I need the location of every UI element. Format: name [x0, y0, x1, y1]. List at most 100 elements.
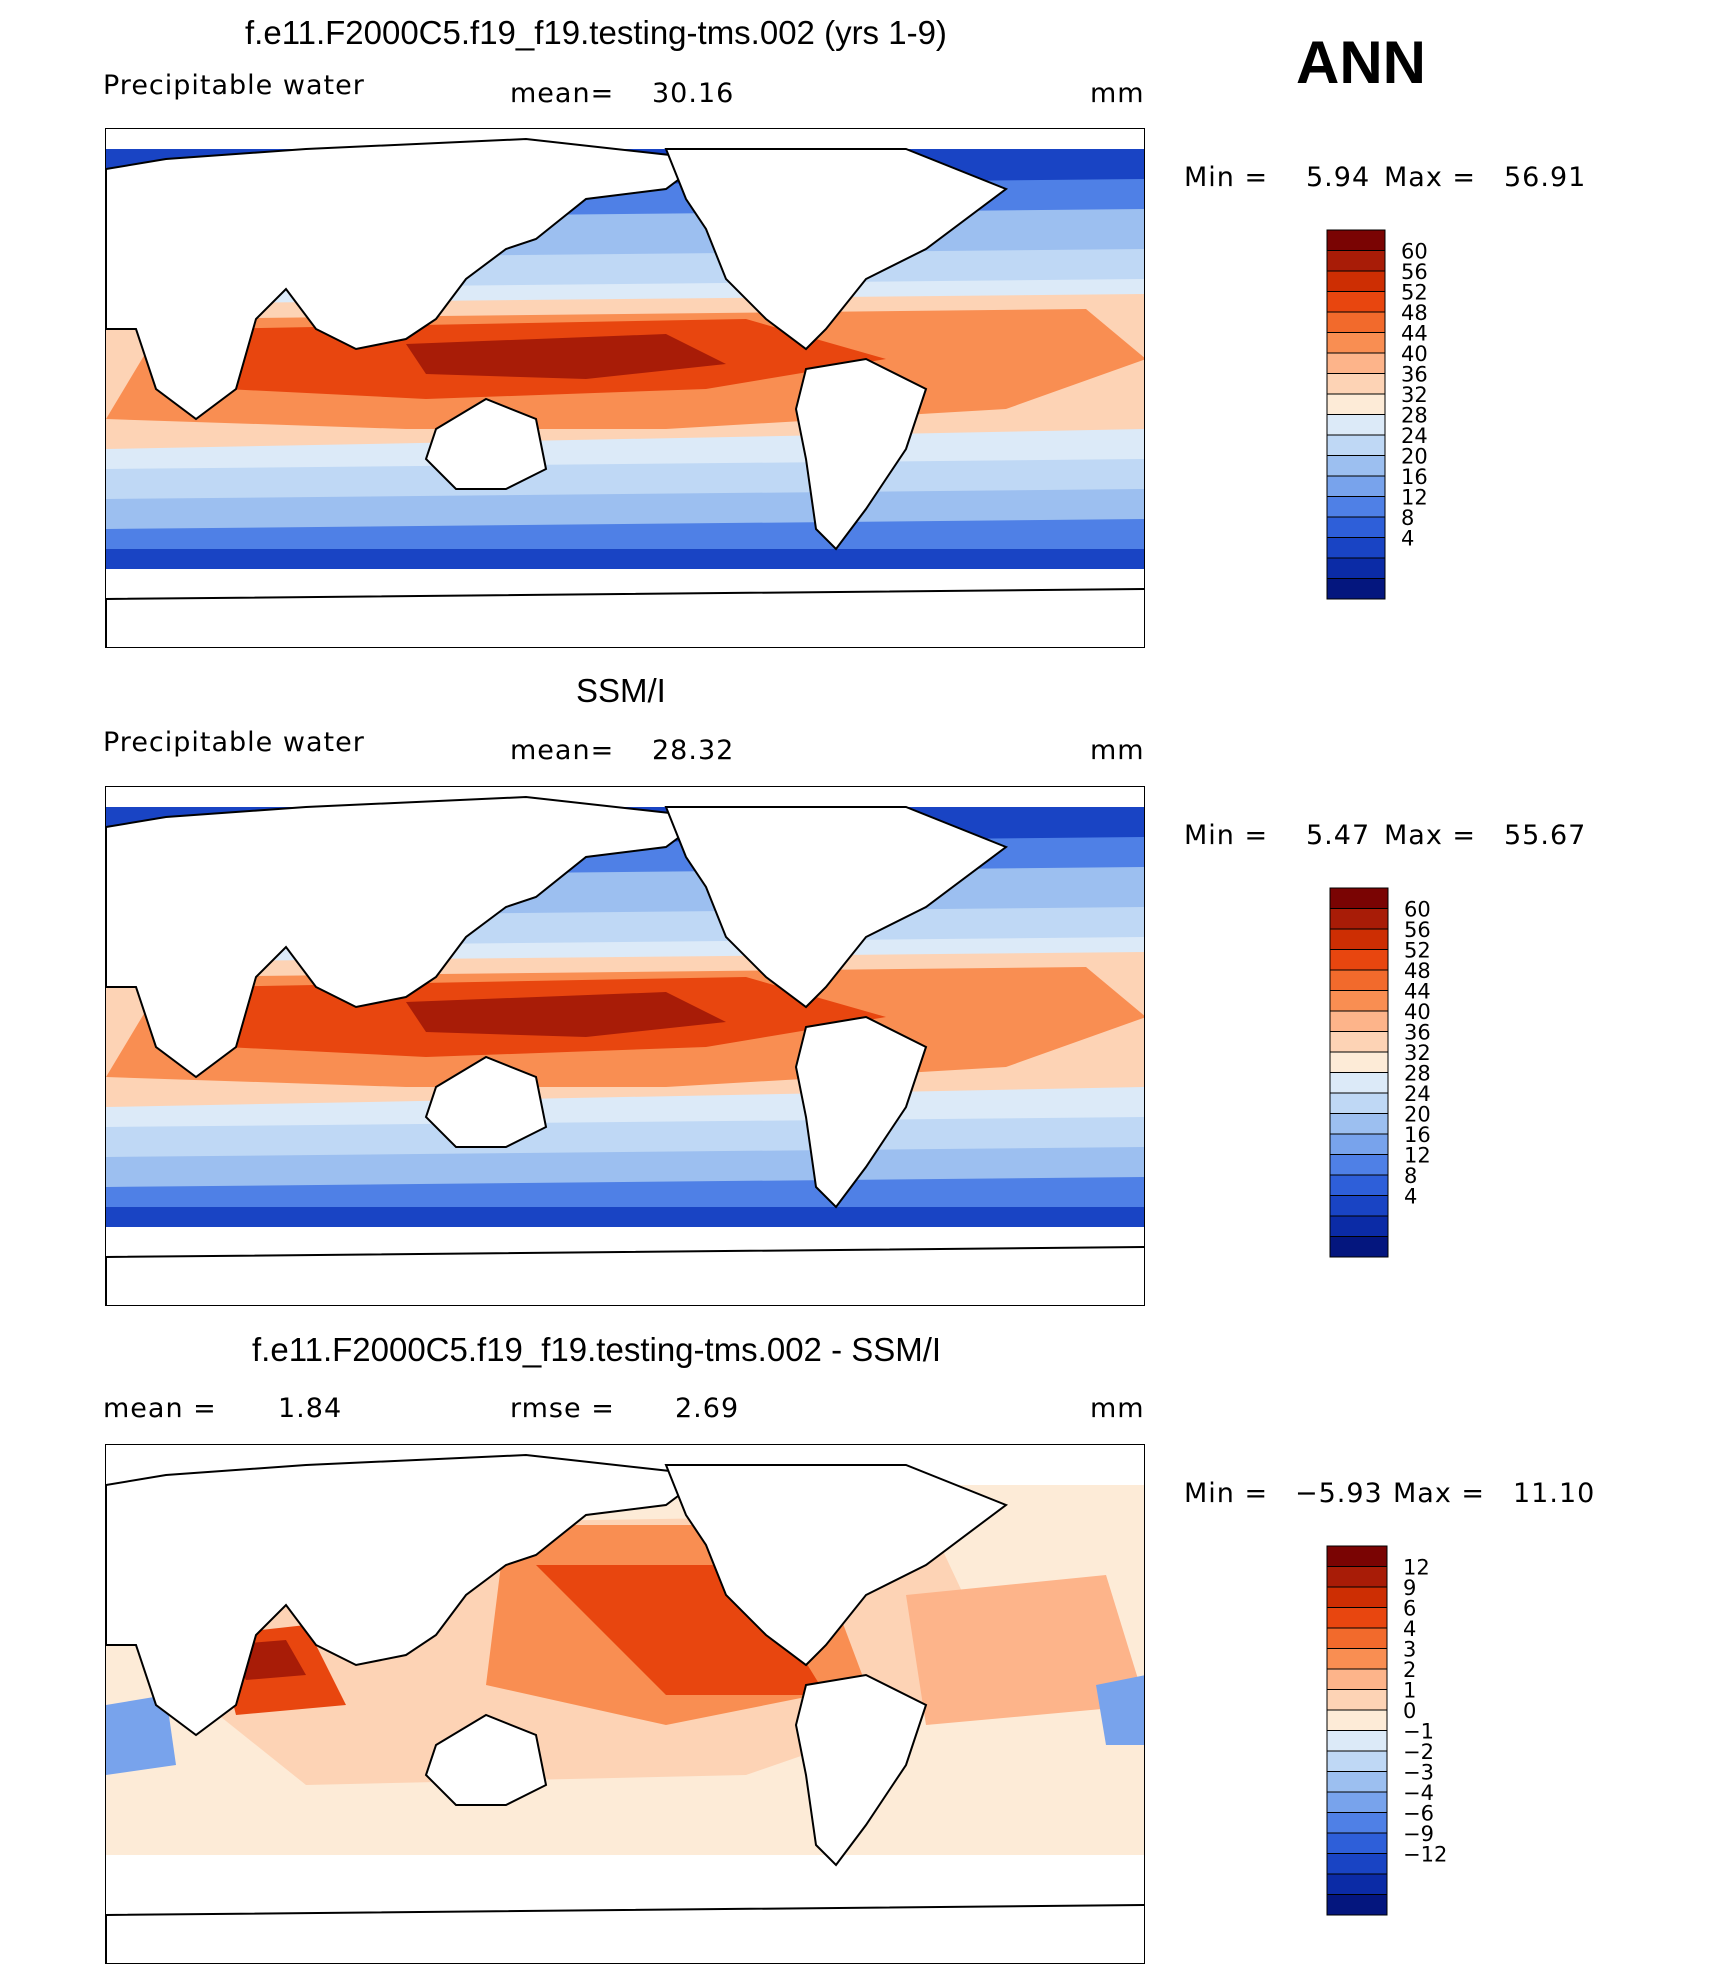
colorbar-tick-label: −4: [1403, 1781, 1434, 1805]
panel-3-mean-key: mean =: [103, 1393, 217, 1424]
colorbar-tick-label: 20: [1404, 1103, 1431, 1127]
colorbar-swatch: [1326, 291, 1386, 313]
panel-2-max-value: 55.67: [1504, 820, 1587, 851]
colorbar-swatch: [1326, 229, 1386, 251]
field-band: [906, 1575, 1144, 1725]
colorbar-tick-label: 48: [1401, 301, 1428, 325]
colorbar-swatch: [1326, 1545, 1388, 1567]
colorbar-swatch: [1326, 1832, 1388, 1854]
colorbar-tick-label: −9: [1403, 1822, 1434, 1846]
panel-3-min-value: −5.93: [1295, 1478, 1383, 1509]
colorbar-tick-label: 56: [1404, 918, 1431, 942]
colorbar-tick-label: 40: [1401, 342, 1428, 366]
colorbar-tick-label: −1: [1403, 1720, 1434, 1744]
panel-2-min-label: Min =: [1184, 820, 1269, 851]
panel-1-mean-key: mean=: [510, 78, 615, 109]
colorbar-swatch: [1326, 1566, 1388, 1588]
colorbar-tick-label: 8: [1404, 1164, 1417, 1188]
colorbar-swatch: [1326, 1689, 1388, 1711]
continent-outline: [424, 1713, 548, 1806]
panel-2-mean-key: mean=: [510, 735, 615, 766]
colorbar-swatch: [1329, 969, 1389, 991]
continent-outline: [794, 1673, 928, 1867]
colorbar-swatch: [1329, 1236, 1389, 1258]
colorbar-swatch: [1329, 990, 1389, 1012]
panel-1-mean-value: 30.16: [652, 78, 735, 109]
colorbar-swatch: [1329, 1051, 1389, 1073]
colorbar-tick-label: 52: [1401, 281, 1428, 305]
colorbar-tick-label: 16: [1401, 465, 1428, 489]
continent-outline: [106, 795, 709, 1079]
colorbar-swatch: [1329, 1113, 1389, 1135]
colorbar-tick-label: 12: [1404, 1144, 1431, 1168]
colorbar-swatch: [1326, 1627, 1388, 1649]
colorbar-tick-label: 9: [1403, 1576, 1416, 1600]
panel-3-max-label: Max =: [1393, 1478, 1486, 1509]
colorbar-tick-label: 24: [1404, 1082, 1431, 1106]
colorbar-swatch: [1326, 1873, 1388, 1895]
colorbar-swatch: [1326, 455, 1386, 477]
continent-outline: [106, 588, 1144, 647]
panel-2-title: SSM/I: [576, 672, 666, 709]
colorbar-swatch: [1326, 1750, 1388, 1772]
colorbar-swatch: [1329, 1154, 1389, 1176]
colorbar-tick-label: 56: [1401, 260, 1428, 284]
colorbar-swatch: [1326, 516, 1386, 538]
colorbar-swatch: [1326, 1894, 1388, 1916]
colorbar-swatch: [1326, 311, 1386, 333]
panel-1-max-value: 56.91: [1504, 162, 1587, 193]
colorbar-tick-label: 16: [1404, 1123, 1431, 1147]
colorbar-tick-label: 20: [1401, 445, 1428, 469]
continent-outline: [424, 397, 548, 490]
colorbar-tick-label: 4: [1401, 527, 1414, 551]
colorbar-swatch: [1326, 496, 1386, 518]
colorbar-tick-label: 60: [1401, 240, 1428, 264]
colorbar-swatch: [1326, 1607, 1388, 1629]
colorbar-tick-label: 36: [1404, 1021, 1431, 1045]
colorbar-swatch: [1326, 1668, 1388, 1690]
colorbar-swatch: [1329, 1010, 1389, 1032]
continent-outline: [424, 1055, 548, 1148]
continent-outline: [664, 1464, 1009, 1667]
colorbar-tick-label: 2: [1403, 1658, 1416, 1682]
colorbar-swatch: [1326, 1586, 1388, 1608]
field-band: [406, 992, 726, 1037]
colorbar-swatch: [1326, 557, 1386, 579]
colorbar-tick-label: 52: [1404, 939, 1431, 963]
continent-outline: [106, 1904, 1144, 1963]
panel-3-map: [105, 1444, 1145, 1964]
panel-1-min-value: 5.94: [1306, 162, 1371, 193]
panel-2-max-label: Max =: [1384, 820, 1477, 851]
colorbar-tick-label: −6: [1403, 1802, 1434, 1826]
colorbar-tick-label: 8: [1401, 506, 1414, 530]
colorbar-tick-label: 32: [1404, 1041, 1431, 1065]
colorbar-swatch: [1329, 1215, 1389, 1237]
colorbar-swatch: [1329, 1174, 1389, 1196]
colorbar-tick-label: 36: [1401, 363, 1428, 387]
colorbar-tick-label: 28: [1404, 1062, 1431, 1086]
colorbar-tick-label: 32: [1401, 383, 1428, 407]
panel-1-min-label: Min =: [1184, 162, 1269, 193]
colorbar-swatch: [1329, 928, 1389, 950]
continent-outline: [664, 806, 1009, 1009]
colorbar-swatch: [1326, 332, 1386, 354]
colorbar-swatch: [1329, 908, 1389, 930]
field-band: [406, 334, 726, 379]
colorbar-swatch: [1329, 1092, 1389, 1114]
colorbar-tick-label: 6: [1403, 1597, 1416, 1621]
panel-3-title: f.e11.F2000C5.f19_f19.testing-tms.002 - …: [252, 1331, 942, 1368]
colorbar-swatch: [1326, 1709, 1388, 1731]
colorbar-tick-label: 12: [1401, 486, 1428, 510]
colorbar-swatch: [1326, 475, 1386, 497]
colorbar-tick-label: 0: [1403, 1699, 1416, 1723]
field-band: [106, 1695, 176, 1775]
colorbar-tick-label: 60: [1404, 898, 1431, 922]
panel-3-units: mm: [1090, 1393, 1145, 1424]
colorbar-swatch: [1326, 1853, 1388, 1875]
colorbar-tick-label: −2: [1403, 1740, 1434, 1764]
colorbar-tick-label: 40: [1404, 1000, 1431, 1024]
colorbar-swatch: [1326, 414, 1386, 436]
